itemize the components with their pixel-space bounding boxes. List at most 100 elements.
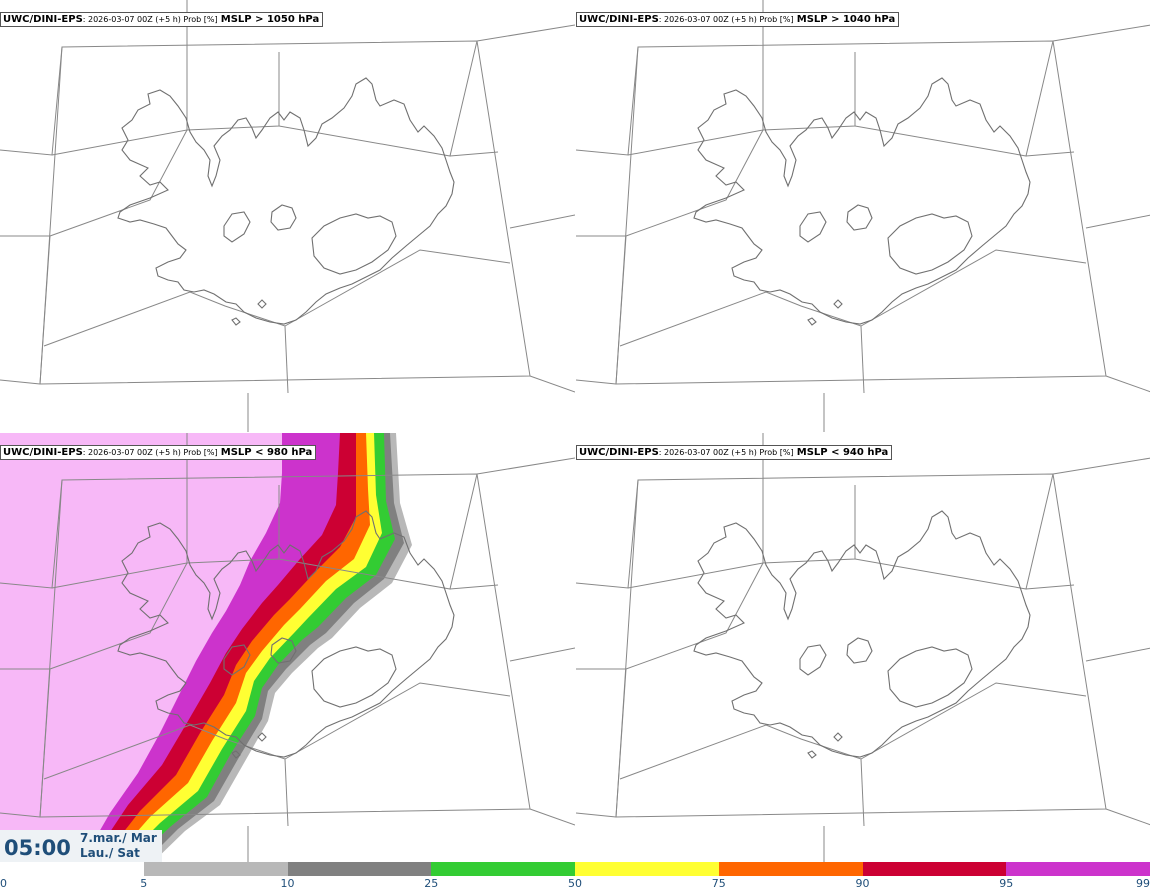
panel-title: UWC/DINI-EPS: 2026-03-07 00Z (+5 h) Prob… bbox=[576, 445, 893, 460]
graticule-line bbox=[627, 486, 764, 589]
coastline-path bbox=[833, 732, 843, 742]
map-panel-mslp-gt-1040: UWC/DINI-EPS: 2026-03-07 00Z (+5 h) Prob… bbox=[576, 0, 1150, 432]
graticule-line bbox=[0, 46, 63, 156]
coastline-path bbox=[270, 637, 297, 664]
graticule bbox=[576, 0, 1150, 432]
graticule-line bbox=[529, 375, 575, 393]
graticule-line bbox=[860, 325, 865, 394]
graticule-line bbox=[1085, 647, 1150, 662]
colorbar bbox=[0, 862, 1150, 876]
graticule-line bbox=[284, 758, 289, 827]
graticule-line bbox=[509, 214, 575, 229]
colorbar-ticks: 0 5 10 25 50 75 90 95 99 bbox=[0, 877, 1150, 891]
graticule-line bbox=[576, 379, 617, 385]
graticule-line bbox=[1052, 24, 1150, 42]
graticule-line bbox=[43, 249, 511, 347]
colorbar-segment bbox=[431, 862, 576, 876]
graticule-line bbox=[509, 647, 575, 662]
iceland-coastline bbox=[693, 77, 1031, 326]
panel-title: UWC/DINI-EPS: 2026-03-07 00Z (+5 h) Prob… bbox=[0, 12, 324, 27]
coastline-path bbox=[117, 510, 455, 758]
coastline-path bbox=[846, 637, 873, 664]
graticule-line bbox=[0, 812, 41, 818]
colorbar-segment bbox=[862, 862, 1008, 876]
colorbar-tick-label: 0 bbox=[0, 877, 7, 890]
graticule-line bbox=[576, 479, 639, 589]
colorbar-segment bbox=[575, 862, 720, 876]
coastline-path bbox=[311, 646, 397, 708]
iceland-coastline bbox=[693, 510, 1031, 759]
graticule-line bbox=[529, 808, 575, 826]
colorbar-segment bbox=[0, 862, 145, 876]
graticule-line bbox=[0, 379, 41, 385]
map-canvas bbox=[576, 433, 1150, 865]
graticule-line bbox=[1105, 808, 1150, 826]
map-canvas bbox=[0, 433, 575, 865]
graticule-line bbox=[476, 457, 575, 475]
colorbar-tick-label: 90 bbox=[855, 877, 870, 890]
iceland-coastline bbox=[117, 510, 455, 759]
coastline-path bbox=[693, 77, 1031, 325]
coastline-path bbox=[887, 213, 973, 275]
map-canvas bbox=[0, 0, 575, 432]
graticule-line bbox=[49, 562, 188, 670]
graticule-line bbox=[0, 235, 51, 385]
graticule-line bbox=[278, 40, 478, 157]
colorbar-tick-label: 50 bbox=[568, 877, 582, 890]
valid-date-line2: Lau./ Sat bbox=[80, 846, 140, 860]
graticule-line bbox=[1025, 151, 1075, 157]
coastline-path bbox=[887, 646, 973, 708]
graticule-line bbox=[576, 46, 639, 156]
colorbar-tick-label: 75 bbox=[711, 877, 726, 890]
graticule bbox=[0, 433, 575, 865]
coastline-path bbox=[799, 644, 827, 676]
graticule-line bbox=[49, 129, 188, 237]
coastline-path bbox=[223, 644, 251, 676]
valid-time: 05:00 bbox=[4, 836, 71, 860]
coastline-path bbox=[807, 750, 817, 759]
graticule-line bbox=[854, 473, 1054, 590]
graticule-line bbox=[449, 584, 499, 590]
coastline-path bbox=[807, 317, 817, 326]
graticule-line bbox=[576, 812, 617, 818]
colorbar-tick-label: 99 bbox=[1136, 877, 1150, 890]
colorbar-tick-label: 25 bbox=[424, 877, 439, 890]
coastline-path bbox=[833, 299, 843, 309]
graticule-line bbox=[627, 53, 764, 156]
coastline-path bbox=[231, 317, 241, 326]
coastline-path bbox=[270, 204, 297, 231]
panel-title: UWC/DINI-EPS: 2026-03-07 00Z (+5 h) Prob… bbox=[576, 12, 900, 27]
graticule-line bbox=[51, 53, 188, 156]
graticule-line bbox=[476, 24, 575, 42]
graticule-line bbox=[625, 562, 764, 670]
probability-field bbox=[0, 433, 412, 865]
panel-title: UWC/DINI-EPS: 2026-03-07 00Z (+5 h) Prob… bbox=[0, 445, 317, 460]
coastline-path bbox=[231, 750, 241, 759]
iceland-coastline bbox=[117, 77, 455, 326]
coastline-path bbox=[846, 204, 873, 231]
valid-date-line1: 7.mar./ Mar bbox=[80, 831, 157, 845]
graticule-line bbox=[1025, 584, 1075, 590]
coastline-path bbox=[257, 299, 267, 309]
graticule bbox=[0, 0, 575, 432]
colorbar-segment bbox=[1006, 862, 1150, 876]
graticule-line bbox=[1085, 214, 1150, 229]
colorbar-segment bbox=[287, 862, 433, 876]
graticule-line bbox=[762, 52, 856, 131]
valid-time-box: 05:00 7.mar./ Mar Lau./ Sat bbox=[0, 830, 162, 862]
graticule bbox=[576, 433, 1150, 865]
map-panel-mslp-lt-980: UWC/DINI-EPS: 2026-03-07 00Z (+5 h) Prob… bbox=[0, 433, 575, 865]
graticule-line bbox=[576, 235, 627, 385]
coastline-path bbox=[117, 77, 455, 325]
coastline-path bbox=[223, 211, 251, 243]
colorbar-segment bbox=[143, 862, 289, 876]
graticule-line bbox=[449, 151, 499, 157]
coastline-path bbox=[693, 510, 1031, 758]
colorbar-tick-label: 5 bbox=[140, 877, 148, 890]
map-panel-mslp-gt-1050: UWC/DINI-EPS: 2026-03-07 00Z (+5 h) Prob… bbox=[0, 0, 575, 432]
graticule-line bbox=[860, 758, 865, 827]
graticule-line bbox=[186, 52, 280, 131]
map-canvas bbox=[576, 0, 1150, 432]
coastline-path bbox=[799, 211, 827, 243]
graticule-line bbox=[284, 325, 289, 394]
